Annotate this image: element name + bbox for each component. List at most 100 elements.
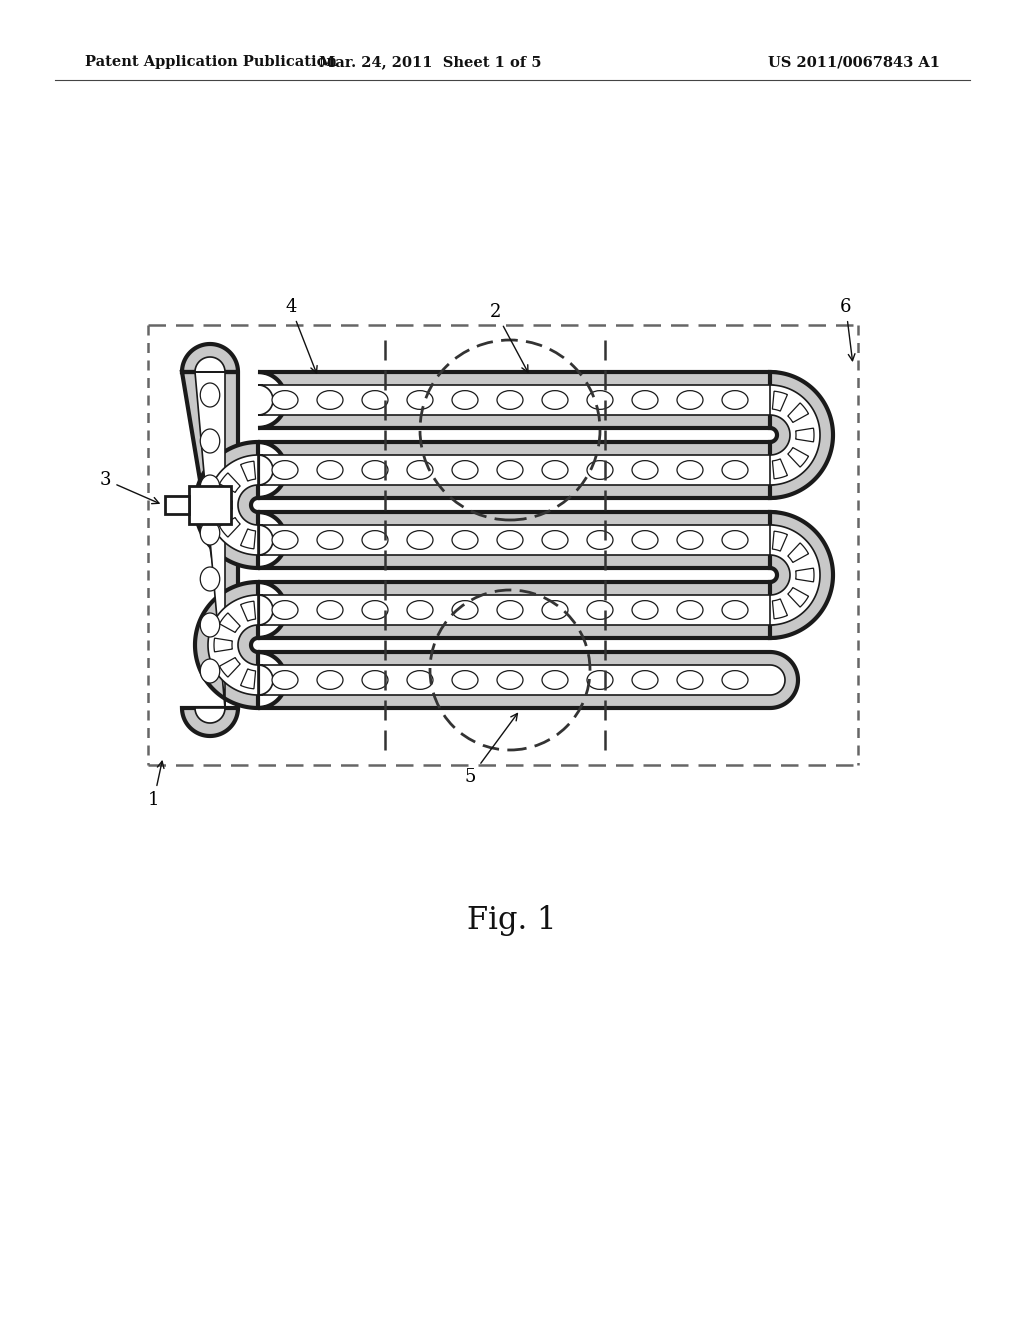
Text: 3: 3: [100, 471, 159, 504]
Polygon shape: [787, 447, 809, 467]
Ellipse shape: [632, 391, 658, 409]
Ellipse shape: [362, 531, 388, 549]
Polygon shape: [195, 582, 258, 708]
Polygon shape: [772, 459, 787, 479]
Ellipse shape: [632, 461, 658, 479]
Ellipse shape: [542, 531, 568, 549]
Ellipse shape: [272, 461, 298, 479]
Ellipse shape: [407, 601, 433, 619]
Ellipse shape: [497, 531, 523, 549]
Polygon shape: [258, 595, 785, 624]
Ellipse shape: [452, 391, 478, 409]
Polygon shape: [258, 582, 798, 638]
Ellipse shape: [542, 601, 568, 619]
Ellipse shape: [587, 671, 613, 689]
Ellipse shape: [452, 601, 478, 619]
Ellipse shape: [201, 383, 220, 407]
Ellipse shape: [587, 461, 613, 479]
Polygon shape: [258, 385, 785, 414]
Ellipse shape: [587, 531, 613, 549]
Polygon shape: [241, 601, 256, 622]
Ellipse shape: [362, 391, 388, 409]
Polygon shape: [219, 473, 241, 492]
Ellipse shape: [362, 671, 388, 689]
Polygon shape: [787, 403, 809, 422]
Ellipse shape: [407, 671, 433, 689]
Polygon shape: [787, 587, 809, 607]
Text: 1: 1: [148, 762, 164, 809]
Ellipse shape: [542, 671, 568, 689]
Polygon shape: [195, 356, 225, 723]
Ellipse shape: [497, 461, 523, 479]
Polygon shape: [214, 638, 232, 652]
Ellipse shape: [272, 601, 298, 619]
Ellipse shape: [452, 671, 478, 689]
Ellipse shape: [272, 531, 298, 549]
Polygon shape: [258, 372, 798, 428]
Text: 5: 5: [465, 714, 517, 785]
Polygon shape: [772, 391, 787, 411]
Polygon shape: [772, 599, 787, 619]
Polygon shape: [208, 455, 258, 554]
Ellipse shape: [317, 391, 343, 409]
Ellipse shape: [201, 568, 220, 591]
Polygon shape: [772, 531, 787, 552]
Ellipse shape: [201, 475, 220, 499]
Ellipse shape: [677, 531, 703, 549]
Ellipse shape: [497, 391, 523, 409]
Polygon shape: [796, 428, 814, 442]
Polygon shape: [219, 657, 241, 677]
Text: US 2011/0067843 A1: US 2011/0067843 A1: [768, 55, 940, 69]
Ellipse shape: [317, 601, 343, 619]
Polygon shape: [208, 595, 258, 696]
Ellipse shape: [722, 391, 748, 409]
Ellipse shape: [362, 601, 388, 619]
Ellipse shape: [632, 531, 658, 549]
Polygon shape: [258, 512, 798, 568]
Ellipse shape: [632, 601, 658, 619]
Ellipse shape: [452, 531, 478, 549]
Polygon shape: [258, 455, 785, 484]
Ellipse shape: [201, 659, 220, 682]
Text: Mar. 24, 2011  Sheet 1 of 5: Mar. 24, 2011 Sheet 1 of 5: [318, 55, 542, 69]
Ellipse shape: [677, 671, 703, 689]
Ellipse shape: [542, 391, 568, 409]
Ellipse shape: [677, 461, 703, 479]
Polygon shape: [241, 461, 256, 480]
Polygon shape: [219, 517, 241, 537]
Polygon shape: [241, 529, 256, 549]
Ellipse shape: [407, 461, 433, 479]
Text: 4: 4: [285, 298, 317, 374]
Ellipse shape: [317, 461, 343, 479]
Ellipse shape: [722, 461, 748, 479]
Ellipse shape: [201, 429, 220, 453]
Ellipse shape: [272, 391, 298, 409]
Ellipse shape: [497, 601, 523, 619]
Polygon shape: [770, 525, 820, 624]
Polygon shape: [182, 345, 238, 737]
Text: Fig. 1: Fig. 1: [467, 904, 557, 936]
Ellipse shape: [407, 531, 433, 549]
Ellipse shape: [722, 531, 748, 549]
Polygon shape: [770, 385, 820, 484]
Polygon shape: [770, 512, 833, 638]
Text: Patent Application Publication: Patent Application Publication: [85, 55, 337, 69]
Text: 6: 6: [840, 298, 855, 360]
Text: 2: 2: [490, 304, 528, 372]
Polygon shape: [214, 498, 232, 512]
Ellipse shape: [632, 671, 658, 689]
Polygon shape: [219, 612, 241, 632]
Ellipse shape: [201, 521, 220, 545]
Ellipse shape: [362, 461, 388, 479]
Ellipse shape: [677, 391, 703, 409]
Polygon shape: [787, 543, 809, 562]
Polygon shape: [258, 665, 785, 696]
Polygon shape: [241, 669, 256, 689]
Ellipse shape: [587, 391, 613, 409]
Ellipse shape: [407, 391, 433, 409]
Polygon shape: [258, 442, 798, 498]
Ellipse shape: [677, 601, 703, 619]
Ellipse shape: [201, 612, 220, 638]
Polygon shape: [195, 442, 258, 568]
Ellipse shape: [317, 671, 343, 689]
